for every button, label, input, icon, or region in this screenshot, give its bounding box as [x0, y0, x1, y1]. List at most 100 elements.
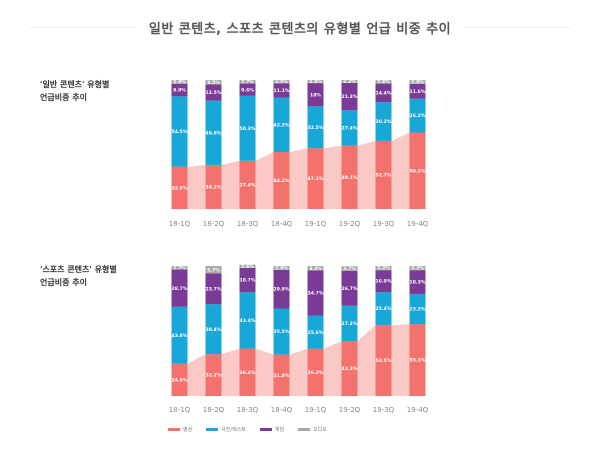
chart-1-bar-사진/텍스트-18-4Q	[273, 97, 290, 152]
legend-swatch	[259, 427, 272, 431]
chart-1-bar-오디오-18-1Q	[171, 80, 188, 84]
chart-2-bar-게임-18-3Q	[239, 267, 256, 293]
chart-1-data-label: 34.2%	[206, 185, 222, 191]
chart-1-bar-게임-19-4Q	[409, 83, 426, 99]
chart-1-bar-영상-18-3Q	[239, 160, 256, 209]
legend-item: 영상	[168, 426, 192, 433]
chart-2-bar-오디오-19-1Q	[307, 266, 324, 271]
chart-1-data-label: 44.2%	[274, 178, 290, 184]
chart-2-bar-영상-19-4Q	[409, 324, 426, 396]
chart-1-bar-게임-19-2Q	[341, 82, 358, 111]
chart-1-data-label: 26.2%	[410, 113, 426, 119]
legend-item: 사진/텍스트	[206, 426, 246, 433]
chart-1-data-label: 9.9%	[173, 88, 186, 94]
chart-1-data-label: 11.1%	[274, 88, 290, 94]
chart-2-data-label: 42.3%	[342, 366, 358, 372]
chart-2-label-line1: '스포츠 콘텐츠' 유형별	[40, 265, 117, 274]
chart-1-data-label: 32.5%	[308, 125, 324, 131]
chart-2-bar-오디오-19-3Q	[375, 266, 392, 271]
page-title-text: 일반 콘텐츠, 스포츠 콘텐츠의 유형별 언급 비중 추이	[134, 22, 466, 37]
chart-1-trend-area	[171, 132, 426, 209]
chart-2-bar-오디오-18-2Q	[205, 266, 222, 274]
chart-1-data-label: 21.3%	[342, 94, 358, 100]
chart-2-tick-label: 18-4Q	[271, 406, 293, 414]
chart-1-bar-영상-18-4Q	[273, 151, 290, 209]
chart-2-bar-게임-19-4Q	[409, 270, 426, 294]
chart-1-bar-오디오-18-2Q	[205, 80, 222, 85]
chart-1-bar-오디오-19-2Q	[341, 80, 358, 83]
chart-1-data-label: 59.3%	[410, 168, 426, 174]
chart-2-data-label: 35.5%	[274, 329, 290, 335]
legend-label: 사진/텍스트	[221, 426, 246, 433]
chart-2-bar-오디오-19-2Q	[341, 266, 358, 271]
chart-1-data-label: 42.2%	[274, 122, 290, 128]
chart-1-label-line1: '일반 콘텐츠' 유형별	[40, 80, 110, 89]
chart-2-label: '스포츠 콘텐츠' 유형별 언급비중 추이	[40, 263, 117, 289]
chart-2-bar-영상-19-2Q	[341, 341, 358, 396]
chart-1-data-label: 47.1%	[308, 176, 324, 182]
chart-2-bar-게임-18-2Q	[205, 273, 222, 305]
chart-2-bar-사진/텍스트-18-3Q	[239, 292, 256, 349]
chart-1-bar-오디오-18-4Q	[273, 80, 290, 84]
chart-2-bar-사진/텍스트-18-1Q	[171, 306, 188, 364]
chart-2-data-label: 25.4%	[376, 306, 392, 312]
chart-1-tick-label: 18-2Q	[203, 220, 225, 228]
chart-1-data-label: 9.6%	[241, 87, 254, 93]
chart-1-data-label: 3.5%	[207, 80, 220, 86]
chart-2-bar-사진/텍스트-19-2Q	[341, 305, 358, 342]
chart-2-tick-label: 19-4Q	[407, 406, 429, 414]
chart-1-bar-영상-18-2Q	[205, 164, 222, 209]
chart-2-data-label: 5.7%	[207, 267, 220, 273]
chart-1-bar-영상-19-4Q	[409, 132, 426, 209]
chart-1-data-label: 27.4%	[342, 126, 358, 132]
chart-2-data-label: 3.4%	[309, 266, 322, 272]
chart-2-bar-사진/텍스트-18-2Q	[205, 304, 222, 355]
chart-1-data-label: 32.8%	[172, 185, 188, 191]
chart-2-bar-영상-19-1Q	[307, 348, 324, 396]
chart-1-bar-사진/텍스트-19-3Q	[375, 102, 392, 142]
chart-2-tick-label: 19-2Q	[339, 406, 361, 414]
chart-2-tick-label: 18-3Q	[237, 406, 259, 414]
legend-item: 게임	[259, 426, 284, 433]
chart-2-bar-오디오-18-1Q	[171, 266, 188, 270]
chart-2-bar-오디오-18-3Q	[239, 264, 256, 268]
chart-2-data-label: 43.8%	[172, 333, 188, 339]
chart-2-data-label: 2.7%	[173, 265, 186, 271]
chart-2-tick-label: 18-1Q	[169, 406, 191, 414]
chart-2-bar-게임-18-1Q	[171, 269, 188, 307]
chart-2-data-label: 32.2%	[206, 373, 222, 379]
chart-1-bar-사진/텍스트-18-2Q	[205, 100, 222, 165]
chart-1-data-label: 18%	[310, 92, 321, 98]
chart-1-bar-사진/텍스트-19-4Q	[409, 98, 426, 133]
chart-2-data-label: 31.8%	[274, 373, 290, 379]
chart-2-trend-area	[171, 324, 426, 396]
legend-swatch	[168, 427, 180, 431]
chart-2-tick-label: 19-1Q	[305, 406, 327, 414]
chart-2-bar-영상-18-2Q	[205, 354, 222, 396]
chart-1-data-label: 2.8%	[173, 79, 186, 85]
chart-1-tick-label: 19-3Q	[373, 220, 395, 228]
chart-1-bar-영상-19-3Q	[375, 141, 392, 209]
chart-2-bar-게임-19-1Q	[307, 270, 324, 316]
chart-2-data-label: 55.3%	[410, 358, 426, 364]
chart-1-bar-사진/텍스트-19-2Q	[341, 110, 358, 146]
chart-1-bar-영상-19-1Q	[307, 148, 324, 209]
chart-2-data-label: 34.7%	[308, 291, 324, 297]
chart-2-data-label: 54.5%	[376, 358, 392, 364]
chart-2-bar-게임-19-2Q	[341, 270, 358, 306]
chart-2-data-label: 3.2%	[377, 266, 390, 272]
chart-2-bar-영상-18-1Q	[171, 363, 188, 396]
chart-2-bar-사진/텍스트-19-1Q	[307, 315, 324, 349]
chart-1-bar-게임-18-1Q	[171, 83, 188, 97]
legend-label: 오디오	[313, 426, 327, 433]
chart-2-bar-게임-19-3Q	[375, 270, 392, 293]
chart-2-bar-사진/텍스트-19-3Q	[375, 292, 392, 326]
chart-1-bar-사진/텍스트-19-1Q	[307, 106, 324, 149]
chart-1-bar-오디오-19-1Q	[307, 80, 324, 84]
legend-label: 영상	[183, 426, 193, 433]
chart-2-data-label: 36.3%	[308, 370, 324, 376]
chart-2-data-label: 27.2%	[342, 321, 358, 327]
chart-1-data-label: 2.2%	[343, 79, 356, 85]
